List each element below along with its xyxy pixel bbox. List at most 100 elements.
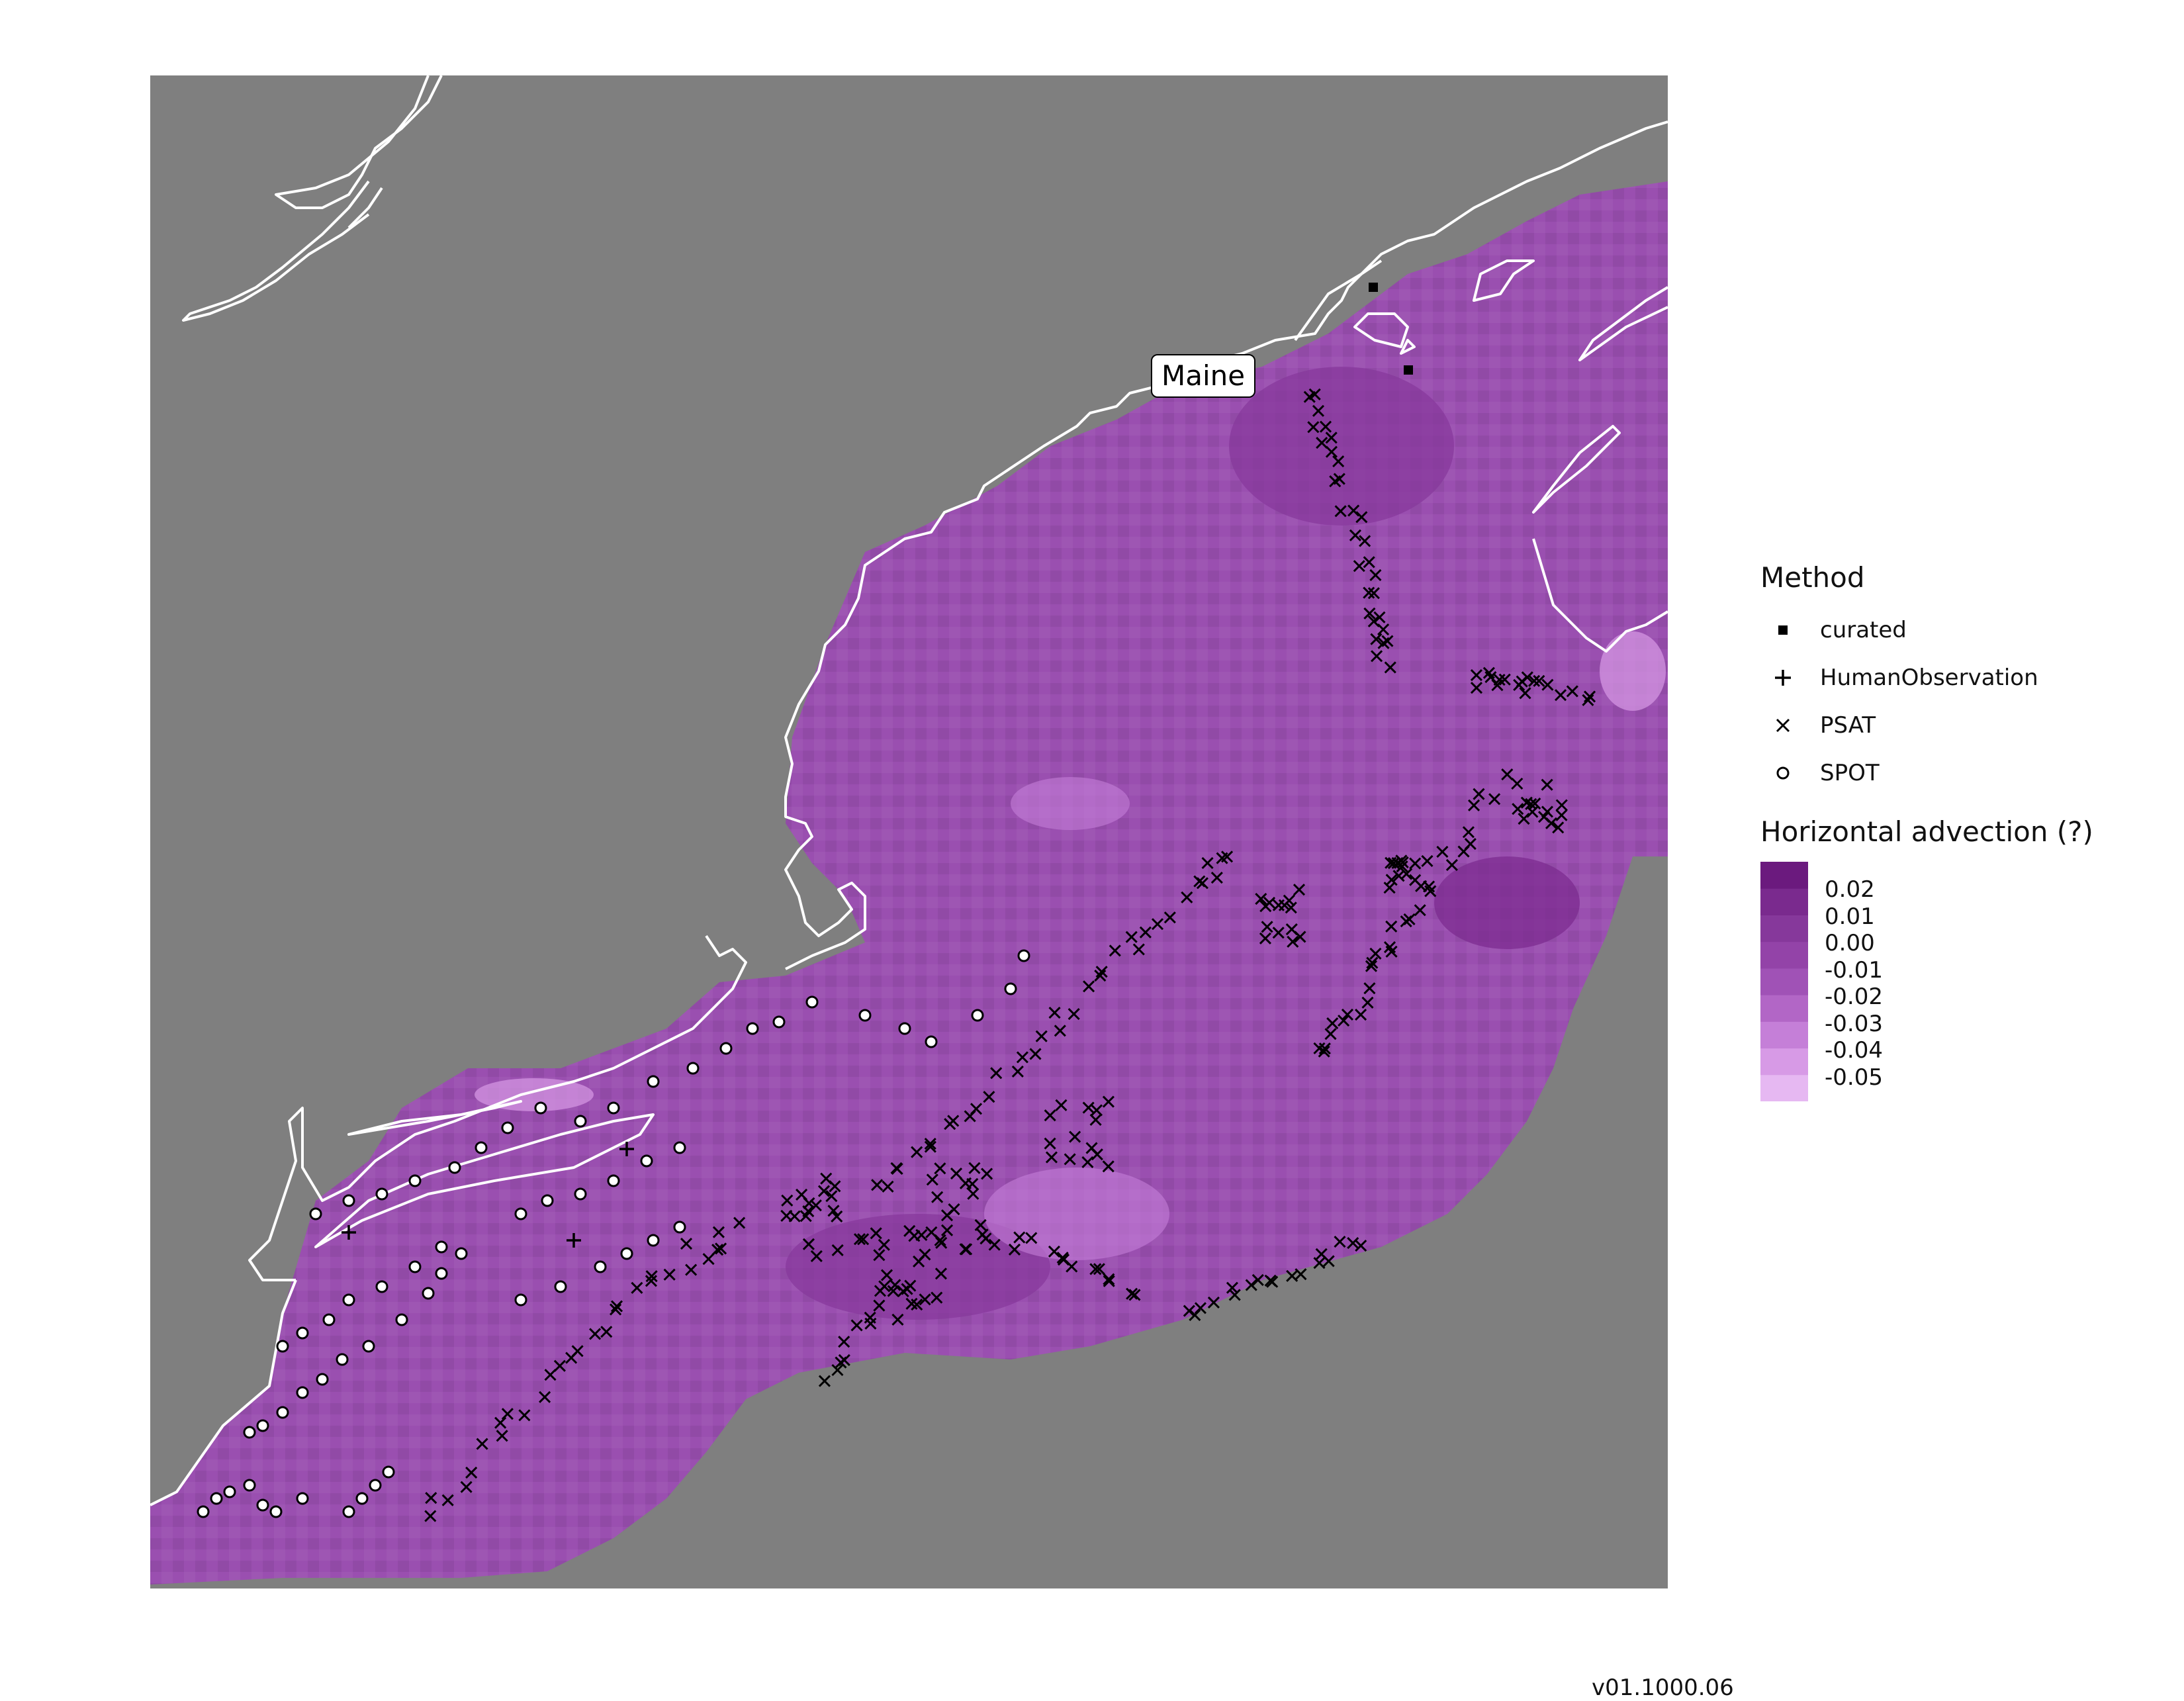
spot-point xyxy=(475,1141,488,1154)
psat-point xyxy=(1359,535,1371,547)
psat-point xyxy=(1044,1137,1056,1150)
colorbar-tick-label: -0.04 xyxy=(1825,1037,1883,1064)
psat-point xyxy=(712,1226,725,1238)
spot-point xyxy=(296,1386,309,1399)
legend-item-psat: PSAT xyxy=(1760,706,1876,745)
psat-point xyxy=(838,1354,850,1367)
legend-item-spot: SPOT xyxy=(1760,753,1880,793)
psat-point xyxy=(1272,927,1285,939)
spot-point xyxy=(534,1101,547,1115)
spot-point xyxy=(686,1062,700,1075)
spot-point xyxy=(408,1260,422,1273)
spot-point xyxy=(673,1141,686,1154)
spot-point xyxy=(435,1267,448,1280)
spot-point xyxy=(342,1293,355,1307)
psat-point xyxy=(974,1218,987,1231)
psat-point xyxy=(825,1190,838,1203)
spot-point xyxy=(276,1406,289,1419)
psat-point xyxy=(1266,1275,1279,1288)
psat-point xyxy=(817,1185,831,1197)
psat-point xyxy=(831,1210,843,1222)
spot-point xyxy=(448,1161,461,1174)
psat-point xyxy=(1255,892,1267,905)
psat-point xyxy=(1353,560,1365,573)
colorbar-swatch xyxy=(1760,888,1808,915)
psat-point xyxy=(981,1168,993,1180)
psat-point xyxy=(796,1188,808,1201)
psat-point xyxy=(1181,891,1193,903)
psat-point xyxy=(1132,943,1145,956)
psat-point xyxy=(1090,1104,1103,1117)
psat-point xyxy=(1066,1260,1078,1273)
psat-point xyxy=(1285,901,1297,914)
colorbar-tick-label: -0.01 xyxy=(1825,956,1883,984)
psat-point xyxy=(1566,685,1578,698)
psat-point xyxy=(1347,1237,1359,1250)
psat-point xyxy=(1347,504,1360,517)
psat-point xyxy=(610,1300,623,1312)
psat-point xyxy=(781,1194,794,1207)
psat-point xyxy=(950,1167,963,1180)
spot-point xyxy=(243,1479,256,1492)
psat-point xyxy=(870,1227,882,1240)
psat-point xyxy=(966,1177,979,1190)
version-caption: v01.1000.06 xyxy=(1592,1675,1734,1701)
psat-point xyxy=(460,1481,473,1493)
spot-point xyxy=(256,1419,269,1432)
psat-point xyxy=(1089,1263,1102,1275)
spot-point xyxy=(898,1022,911,1035)
psat-point xyxy=(1201,856,1214,869)
psat-point xyxy=(1319,420,1332,433)
psat-point xyxy=(827,1205,840,1217)
spot-point xyxy=(296,1492,309,1505)
psat-point xyxy=(831,1363,844,1377)
psat-point xyxy=(911,1299,923,1311)
spot-point xyxy=(501,1121,514,1134)
spot-point xyxy=(342,1505,355,1518)
spot-point xyxy=(276,1340,289,1353)
spot-point xyxy=(1004,982,1017,995)
map-panel[interactable]: Maine xyxy=(150,75,1668,1588)
psat-point xyxy=(1501,768,1514,781)
psat-point xyxy=(1421,854,1433,867)
psat-point xyxy=(1373,611,1386,623)
spot-point xyxy=(197,1505,210,1518)
psat-point xyxy=(1341,1008,1354,1021)
psat-point xyxy=(1220,850,1234,863)
psat-point xyxy=(1414,904,1426,917)
psat-point xyxy=(1555,809,1568,821)
psat-point xyxy=(924,1137,936,1150)
map-canvas xyxy=(150,75,1668,1585)
psat-point xyxy=(891,1162,903,1175)
psat-point xyxy=(1109,944,1121,957)
psat-point xyxy=(1385,874,1398,886)
spot-point xyxy=(772,1015,786,1029)
spot-point xyxy=(455,1247,468,1260)
psat-point xyxy=(1325,432,1338,444)
psat-point xyxy=(926,1173,938,1186)
colorbar-tick-label: -0.03 xyxy=(1825,1010,1883,1037)
psat-point xyxy=(1436,845,1449,858)
psat-point xyxy=(931,1291,943,1304)
psat-point xyxy=(1473,788,1485,800)
psat-point xyxy=(990,1067,1003,1080)
psat-point xyxy=(1228,1289,1241,1301)
curated-point xyxy=(1404,365,1413,375)
psat-point xyxy=(1334,1235,1346,1248)
psat-point xyxy=(1518,813,1530,825)
human-observation-point xyxy=(567,1233,581,1248)
spot-point xyxy=(594,1260,607,1273)
psat-point xyxy=(788,1210,801,1222)
colorbar-swatch xyxy=(1760,915,1808,942)
psat-point xyxy=(1125,931,1138,943)
psat-point xyxy=(850,1319,863,1332)
psat-point xyxy=(1008,1243,1021,1256)
psat-point xyxy=(976,1228,989,1241)
spot-point xyxy=(382,1465,395,1479)
psat-point xyxy=(1285,923,1298,936)
psat-point xyxy=(494,1416,507,1429)
psat-point xyxy=(1385,920,1398,933)
psat-point xyxy=(1163,911,1176,924)
colorbar-swatch xyxy=(1760,862,1808,889)
spot-point xyxy=(408,1174,422,1187)
